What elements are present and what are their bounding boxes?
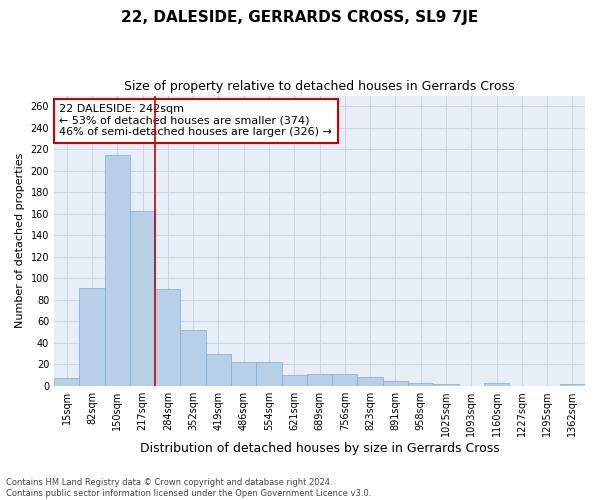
Bar (281, 375, 307, 386)
Bar (206, 354, 231, 386)
Bar (155, 289, 181, 386)
Bar (104, 154, 130, 386)
Text: 22, DALESIDE, GERRARDS CROSS, SL9 7JE: 22, DALESIDE, GERRARDS CROSS, SL9 7JE (121, 10, 479, 25)
Bar (130, 210, 155, 386)
Bar (484, 382, 509, 386)
Bar (256, 362, 281, 386)
Bar (79, 288, 104, 386)
Text: Contains HM Land Registry data © Crown copyright and database right 2024.
Contai: Contains HM Land Registry data © Crown c… (6, 478, 371, 498)
X-axis label: Distribution of detached houses by size in Gerrards Cross: Distribution of detached houses by size … (140, 442, 499, 455)
Y-axis label: Number of detached properties: Number of detached properties (15, 153, 25, 328)
Bar (383, 380, 408, 386)
Bar (408, 382, 433, 386)
Bar (54, 378, 79, 386)
Bar (181, 330, 206, 386)
Title: Size of property relative to detached houses in Gerrards Cross: Size of property relative to detached ho… (124, 80, 515, 93)
Bar (231, 362, 256, 386)
Bar (560, 384, 585, 386)
Bar (358, 378, 383, 386)
Bar (332, 374, 358, 386)
Bar (307, 374, 332, 386)
Text: 22 DALESIDE: 242sqm
← 53% of detached houses are smaller (374)
46% of semi-detac: 22 DALESIDE: 242sqm ← 53% of detached ho… (59, 104, 332, 138)
Bar (433, 384, 458, 386)
